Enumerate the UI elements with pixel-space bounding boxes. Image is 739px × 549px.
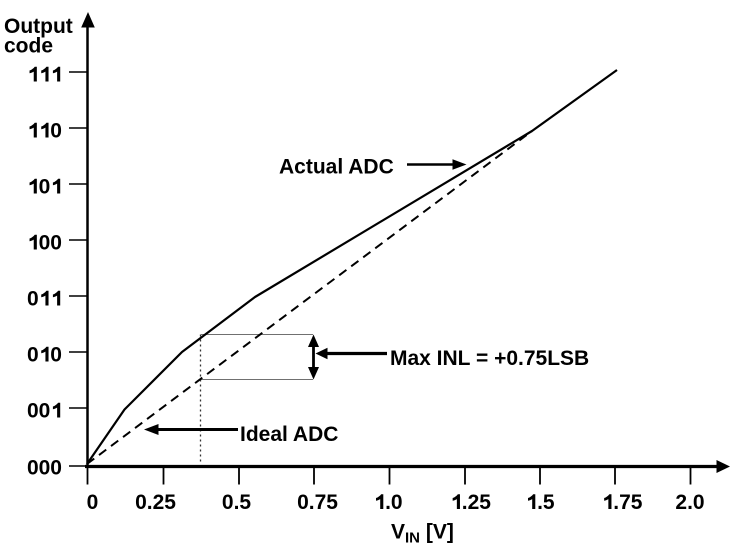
svg-text:.75: .75 [613,491,643,514]
svg-text:00: 00 [39,232,62,255]
svg-text:.0: .0 [385,491,403,514]
svg-text:000: 000 [27,457,62,480]
svg-text:VIN [V]: VIN [V] [391,521,454,547]
svg-text:code: code [4,35,53,58]
svg-text:.5: .5 [537,491,555,514]
svg-text:0.5: 0.5 [222,491,252,514]
svg-text:0: 0 [27,344,39,367]
svg-text:2.0: 2.0 [675,491,704,514]
svg-text:Actual ADC: Actual ADC [279,156,394,179]
svg-text:0.25: 0.25 [135,491,176,514]
svg-text:0: 0 [39,176,51,199]
svg-text:0: 0 [50,120,62,143]
svg-text:Output: Output [4,15,73,38]
svg-text:0: 0 [87,491,99,514]
svg-text:0: 0 [27,288,39,311]
svg-text:0: 0 [50,344,62,367]
svg-text:Max INL = +0.75LSB: Max INL = +0.75LSB [390,347,589,370]
svg-text:00: 00 [27,400,50,423]
svg-text:0.75: 0.75 [297,491,338,514]
svg-text:Ideal ADC: Ideal ADC [240,423,338,446]
svg-text:.25: .25 [462,491,492,514]
